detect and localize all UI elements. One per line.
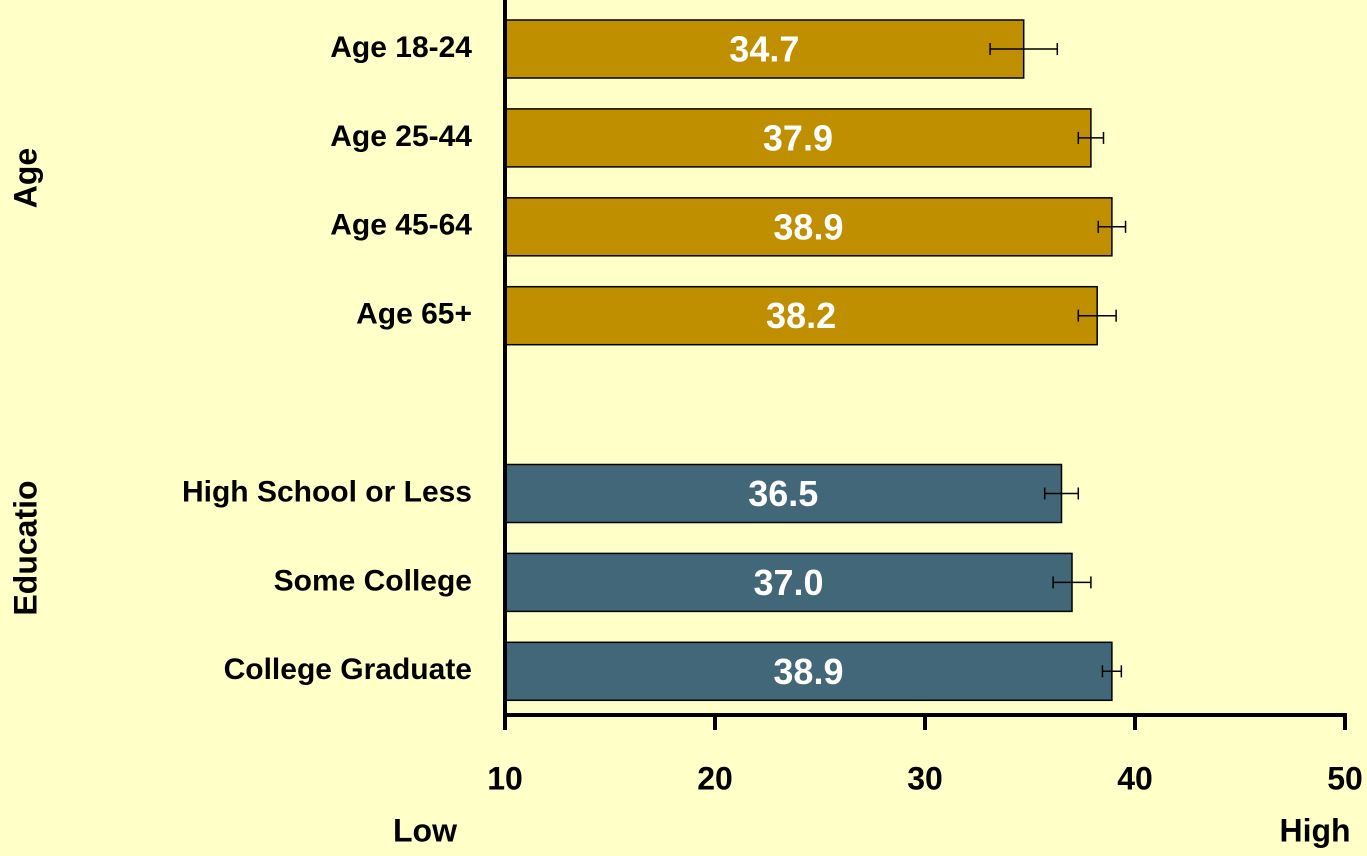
axis-label-high: High: [1279, 812, 1350, 848]
x-tick-label: 50: [1327, 760, 1363, 796]
y-tick-label: Age 45-64: [330, 209, 472, 242]
value-label: 36.5: [748, 473, 818, 514]
value-label: 38.9: [773, 651, 843, 692]
bar: [504, 552, 1073, 613]
value-label: 38.2: [766, 295, 836, 336]
group-label: Educatio: [7, 480, 43, 615]
x-tick-label: 20: [697, 760, 733, 796]
y-tick-label: Some College: [274, 564, 472, 597]
y-tick-label: Age 65+: [356, 298, 472, 331]
group-label: Age: [7, 148, 43, 208]
axis-label-low: Low: [393, 812, 457, 848]
bar: [504, 463, 1063, 524]
bar: [504, 19, 1025, 79]
bar: [504, 197, 1113, 257]
value-label: 37.0: [753, 562, 823, 603]
x-tick-label: 40: [1117, 760, 1153, 796]
x-tick-label: 30: [907, 760, 943, 796]
y-tick-label: High School or Less: [182, 475, 472, 508]
value-label: 37.9: [763, 117, 833, 158]
value-label: 34.7: [729, 29, 799, 70]
y-tick-label: College Graduate: [224, 653, 472, 686]
y-tick-label: Age 18-24: [330, 31, 472, 64]
bar: [504, 285, 1098, 346]
y-tick-label: Age 25-44: [330, 120, 472, 153]
x-tick-label: 10: [487, 760, 523, 796]
value-label: 38.9: [773, 206, 843, 247]
